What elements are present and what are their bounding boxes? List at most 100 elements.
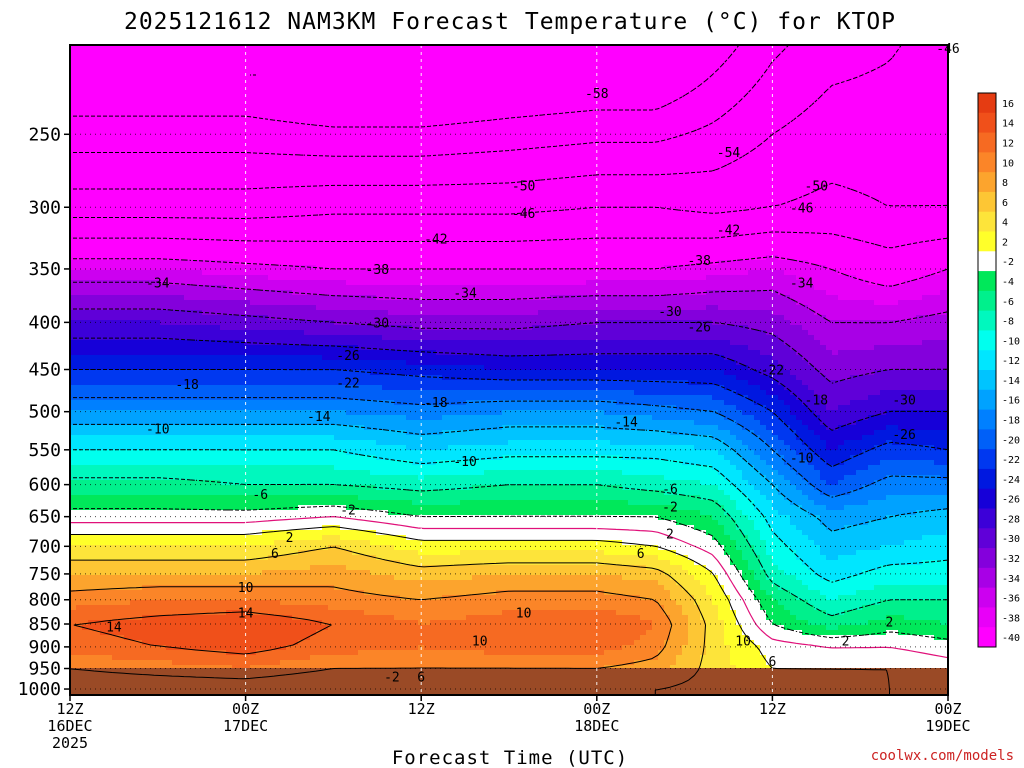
heatmap-cell xyxy=(82,140,89,146)
heatmap-cell xyxy=(412,135,419,141)
heatmap-cell xyxy=(364,120,371,126)
heatmap-cell xyxy=(274,135,281,141)
heatmap-cell xyxy=(676,170,683,176)
heatmap-cell xyxy=(508,60,515,66)
heatmap-cell xyxy=(208,60,215,66)
heatmap-cell xyxy=(226,175,233,181)
heatmap-cell xyxy=(262,150,269,156)
heatmap-cell xyxy=(472,155,479,161)
heatmap-cell xyxy=(436,50,443,56)
heatmap-cell xyxy=(856,210,863,216)
heatmap-cell xyxy=(154,190,161,196)
heatmap-cell xyxy=(616,155,623,161)
heatmap-cell xyxy=(82,175,89,181)
heatmap-cell xyxy=(850,135,857,141)
heatmap-cell xyxy=(832,155,839,161)
heatmap-cell xyxy=(580,170,587,176)
heatmap-cell xyxy=(394,200,401,206)
heatmap-cell xyxy=(118,160,125,166)
heatmap-cell xyxy=(370,100,377,106)
heatmap-cell xyxy=(364,75,371,81)
heatmap-cell xyxy=(190,155,197,161)
heatmap-cell xyxy=(118,195,125,201)
heatmap-cell xyxy=(856,135,863,141)
heatmap-cell xyxy=(346,50,353,56)
heatmap-cell xyxy=(574,170,581,176)
heatmap-cell xyxy=(172,105,179,111)
heatmap-cell xyxy=(730,205,737,211)
heatmap-cell xyxy=(922,210,929,216)
heatmap-cell xyxy=(328,65,335,71)
heatmap-cell xyxy=(820,85,827,91)
heatmap-cell xyxy=(178,210,185,216)
heatmap-cell xyxy=(352,70,359,76)
heatmap-cell xyxy=(388,110,395,116)
heatmap-cell xyxy=(352,75,359,81)
heatmap-cell xyxy=(310,115,317,121)
heatmap-cell xyxy=(214,145,221,151)
heatmap-cell xyxy=(160,120,167,126)
heatmap-cell xyxy=(322,120,329,126)
heatmap-cell xyxy=(574,210,581,216)
heatmap-cell xyxy=(88,105,95,111)
heatmap-cell xyxy=(394,70,401,76)
heatmap-cell xyxy=(874,160,881,166)
heatmap-cell xyxy=(778,195,785,201)
heatmap-cell xyxy=(322,150,329,156)
heatmap-cell xyxy=(172,95,179,101)
heatmap-cell xyxy=(916,195,923,201)
heatmap-cell xyxy=(178,105,185,111)
heatmap-cell xyxy=(124,135,131,141)
heatmap-cell xyxy=(892,70,899,76)
heatmap-cell xyxy=(370,205,377,211)
heatmap-cell xyxy=(640,160,647,166)
heatmap-cell xyxy=(802,160,809,166)
heatmap-cell xyxy=(814,135,821,141)
heatmap-cell xyxy=(142,145,149,151)
heatmap-cell xyxy=(412,145,419,151)
heatmap-cell xyxy=(286,50,293,56)
heatmap-cell xyxy=(256,195,263,201)
heatmap-cell xyxy=(934,180,941,186)
heatmap-cell xyxy=(766,105,773,111)
heatmap-cell xyxy=(460,85,467,91)
heatmap-cell xyxy=(568,165,575,171)
heatmap-cell xyxy=(304,140,311,146)
heatmap-cell xyxy=(856,175,863,181)
heatmap-cell xyxy=(772,70,779,76)
heatmap-cell xyxy=(172,55,179,61)
heatmap-cell xyxy=(928,60,935,66)
heatmap-cell xyxy=(382,50,389,56)
heatmap-cell xyxy=(676,55,683,61)
heatmap-cell xyxy=(550,125,557,131)
heatmap-cell xyxy=(178,70,185,76)
heatmap-cell xyxy=(370,160,377,166)
heatmap-cell xyxy=(850,80,857,86)
heatmap-cell xyxy=(466,90,473,96)
heatmap-cell xyxy=(916,140,923,146)
heatmap-cell xyxy=(316,180,323,186)
heatmap-cell xyxy=(646,125,653,131)
heatmap-cell xyxy=(808,50,815,56)
heatmap-cell xyxy=(376,140,383,146)
heatmap-cell xyxy=(922,180,929,186)
heatmap-cell xyxy=(334,175,341,181)
heatmap-cell xyxy=(676,125,683,131)
heatmap-cell xyxy=(454,110,461,116)
heatmap-cell xyxy=(766,100,773,106)
heatmap-cell xyxy=(304,160,311,166)
heatmap-cell xyxy=(454,80,461,86)
heatmap-cell xyxy=(838,170,845,176)
heatmap-cell xyxy=(400,195,407,201)
heatmap-cell xyxy=(604,155,611,161)
heatmap-cell xyxy=(532,90,539,96)
heatmap-cell xyxy=(736,180,743,186)
heatmap-cell xyxy=(76,175,83,181)
heatmap-cell xyxy=(100,180,107,186)
heatmap-cell xyxy=(220,200,227,206)
heatmap-cell xyxy=(112,185,119,191)
heatmap-cell xyxy=(172,70,179,76)
heatmap-cell xyxy=(658,80,665,86)
heatmap-cell xyxy=(274,130,281,136)
